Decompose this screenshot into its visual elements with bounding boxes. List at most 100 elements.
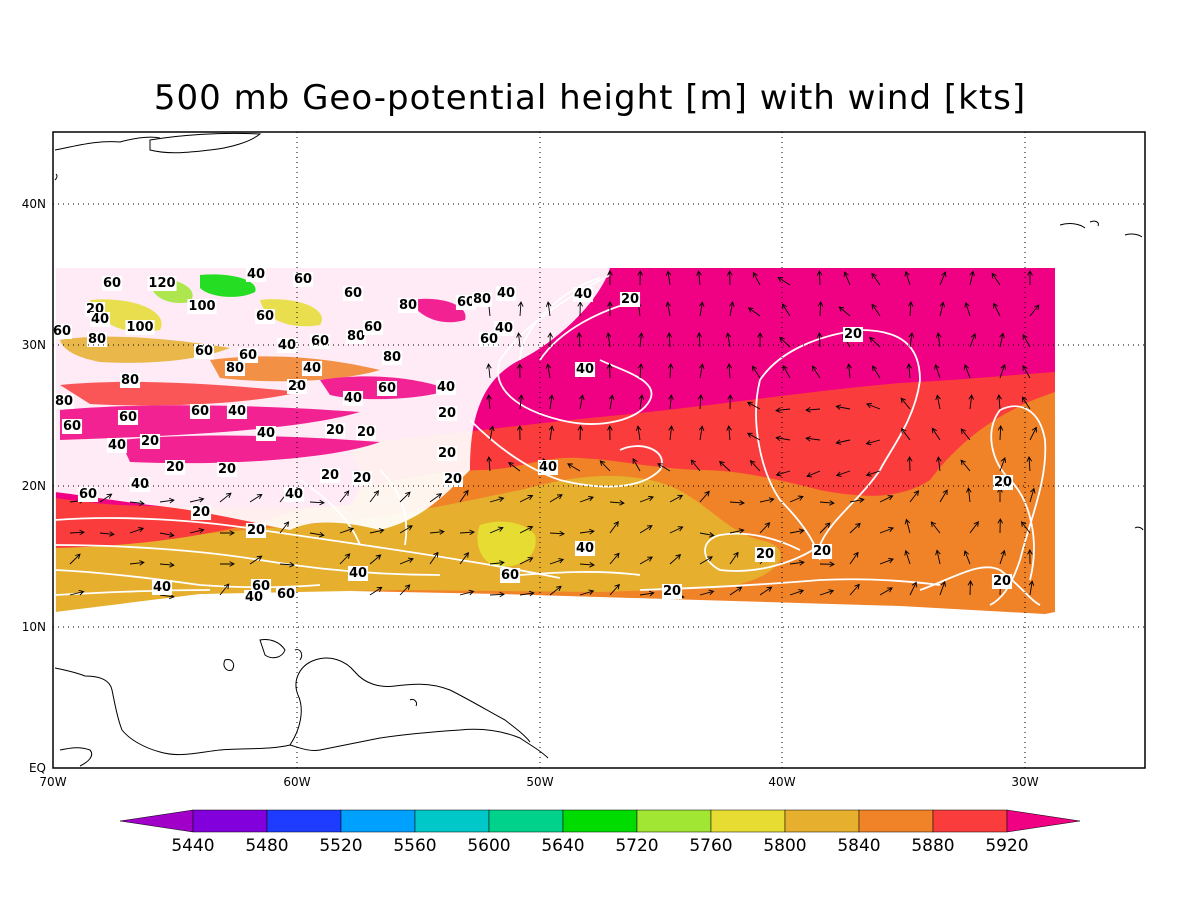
wind-arrow: [819, 522, 831, 534]
contour-label-bg: [129, 477, 151, 492]
contour-label: 80: [88, 332, 106, 347]
wind-arrow: [967, 580, 974, 596]
wind-arrow: [729, 528, 745, 534]
wind-arrow: [963, 364, 971, 379]
contour-label-bg: [292, 272, 314, 287]
contour-label-bg: [495, 286, 517, 301]
contour-label-bg: [147, 276, 177, 291]
contour-label: 100: [126, 320, 153, 335]
lat-label: 40N: [22, 197, 46, 211]
contour-label-bg: [53, 394, 75, 409]
contour-label: 40: [153, 580, 171, 595]
wind-arrow: [1029, 487, 1036, 503]
wind-arrow: [548, 425, 555, 441]
wind-arrow: [249, 555, 263, 565]
colorbar-label: 5840: [837, 836, 880, 856]
colorbar-label: 5920: [985, 836, 1028, 856]
contour-label-bg: [226, 404, 248, 419]
contour-label-bg: [119, 373, 141, 388]
wind-arrow: [819, 561, 835, 567]
contour-label: 80: [226, 361, 244, 376]
lat-lon-grid: [53, 132, 1145, 768]
contour-label: 20: [663, 584, 681, 599]
contour-label-bg: [342, 391, 364, 406]
wind-arrow: [749, 460, 761, 472]
wind-arrow: [909, 490, 920, 503]
wind-arrow: [726, 425, 732, 441]
colorbar-label: 5560: [393, 836, 436, 856]
contour-label-bg: [572, 287, 594, 302]
wind-arrow: [819, 500, 835, 506]
contour-label-bg: [347, 566, 369, 581]
wind-arrow: [752, 271, 761, 286]
contour-label-bg: [224, 361, 246, 376]
contour-label: 80: [121, 373, 139, 388]
wind-arrow: [668, 425, 674, 441]
wind-arrow: [548, 394, 555, 410]
contour-label: 40: [247, 267, 265, 282]
wind-arrow: [1027, 549, 1033, 565]
colorbar-swatch: [710, 809, 786, 833]
contour-label-bg: [125, 320, 155, 335]
contour-label-bg: [574, 541, 596, 556]
contour-label-bg: [151, 580, 173, 595]
wind-arrow: [129, 527, 145, 534]
wind-arrow: [904, 549, 911, 565]
wind-arrow: [607, 425, 613, 441]
colorbar-label: 5480: [245, 836, 288, 856]
wind-arrow: [699, 363, 705, 379]
wind-arrow: [579, 495, 594, 503]
wind-arrow: [567, 463, 581, 472]
contour-label: 20: [438, 446, 456, 461]
contour-label: 20: [844, 327, 862, 342]
wind-arrow: [934, 363, 941, 379]
wind-arrow: [69, 553, 81, 565]
wind-arrow: [609, 520, 619, 534]
lat-label: 10N: [22, 620, 46, 634]
wind-arrow: [489, 591, 505, 598]
wind-arrow: [849, 551, 859, 565]
wind-arrow: [189, 496, 205, 503]
contour-label-bg: [471, 292, 493, 307]
contour-label: 40: [245, 590, 263, 605]
contour-label-bg: [342, 286, 364, 301]
colorbar-swatch: [562, 809, 638, 833]
wind-arrow: [849, 497, 865, 503]
contour-label-bg: [51, 324, 73, 339]
contour-label: 20: [756, 547, 774, 562]
wind-arrow: [632, 457, 641, 472]
contour-label: 40: [278, 338, 296, 353]
colorbar: 5440 5480 5520 5560 5600 5640 5720 5760 5800 5840…: [119, 809, 1081, 856]
contour-label: 20: [166, 460, 184, 475]
wind-arrow: [549, 494, 563, 503]
wind-arrow: [835, 439, 851, 445]
contour-label-bg: [309, 334, 331, 349]
wind-arrows: [69, 270, 1040, 600]
wind-arrow: [519, 526, 534, 534]
wind-arrow: [969, 521, 979, 534]
wind-arrow: [806, 470, 821, 478]
wind-arrow: [805, 407, 821, 413]
wind-arrow: [1027, 270, 1033, 285]
wind-arrow: [1021, 396, 1031, 410]
contour-label: 20: [192, 505, 210, 520]
contour-label: 40: [576, 362, 594, 377]
contour-label: 40: [285, 487, 303, 502]
wind-arrow: [279, 521, 290, 534]
wind-arrow: [339, 490, 350, 503]
wind-arrow: [725, 332, 732, 348]
contour-label: 20: [621, 292, 639, 307]
wind-arrow: [963, 550, 971, 565]
wind-arrow: [669, 526, 684, 534]
wind-arrow: [519, 557, 534, 565]
contour-label-bg: [190, 505, 212, 520]
wind-arrow: [599, 460, 611, 472]
wind-arrow: [811, 365, 821, 379]
wind-arrow: [759, 497, 775, 503]
lon-label: 50W: [526, 775, 553, 789]
colorbar-label: 5760: [689, 836, 732, 856]
contour-label: 60: [480, 332, 498, 347]
contour-label-bg: [991, 574, 1013, 589]
wind-arrow: [1022, 364, 1031, 379]
